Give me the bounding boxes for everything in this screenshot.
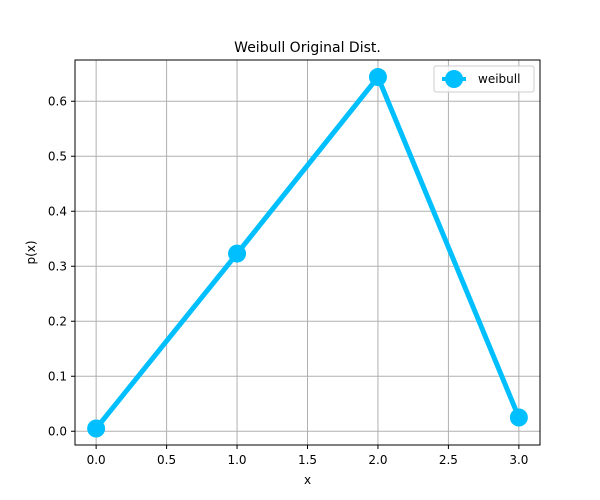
data-point xyxy=(87,419,106,438)
chart-title: Weibull Original Dist. xyxy=(234,40,381,56)
x-tick-label: 2.5 xyxy=(439,453,458,467)
x-tick-label: 1.5 xyxy=(298,453,317,467)
data-point xyxy=(509,408,528,427)
y-axis-label: p(x) xyxy=(24,240,38,264)
x-tick-label: 3.0 xyxy=(509,453,528,467)
legend-marker-swatch xyxy=(445,70,463,88)
y-tick-label: 0.0 xyxy=(48,424,67,438)
x-tick-label: 0.5 xyxy=(157,453,176,467)
series-line-weibull xyxy=(93,74,522,431)
data-point xyxy=(228,244,247,263)
x-axis-label: x xyxy=(304,473,311,487)
x-tick-label: 1.0 xyxy=(227,453,246,467)
data-point xyxy=(368,68,387,87)
legend-label-weibull: weibull xyxy=(478,72,520,86)
y-tick-label: 0.2 xyxy=(48,314,67,328)
y-tick-label: 0.5 xyxy=(48,149,67,163)
x-tick-label: 0.0 xyxy=(87,453,106,467)
series-layer xyxy=(87,68,528,438)
y-tick-label: 0.1 xyxy=(48,369,67,383)
y-tick-label: 0.6 xyxy=(48,94,67,108)
y-tick-label: 0.4 xyxy=(48,204,67,218)
x-tick-label: 2.0 xyxy=(368,453,387,467)
y-tick-label: 0.3 xyxy=(48,259,67,273)
y-axis-ticks: 0.0 0.1 0.2 0.3 0.4 0.5 0.6 xyxy=(48,94,75,438)
legend: weibull xyxy=(433,65,535,93)
x-axis-ticks: 0.0 0.5 1.0 1.5 2.0 2.5 3.0 xyxy=(87,445,528,467)
